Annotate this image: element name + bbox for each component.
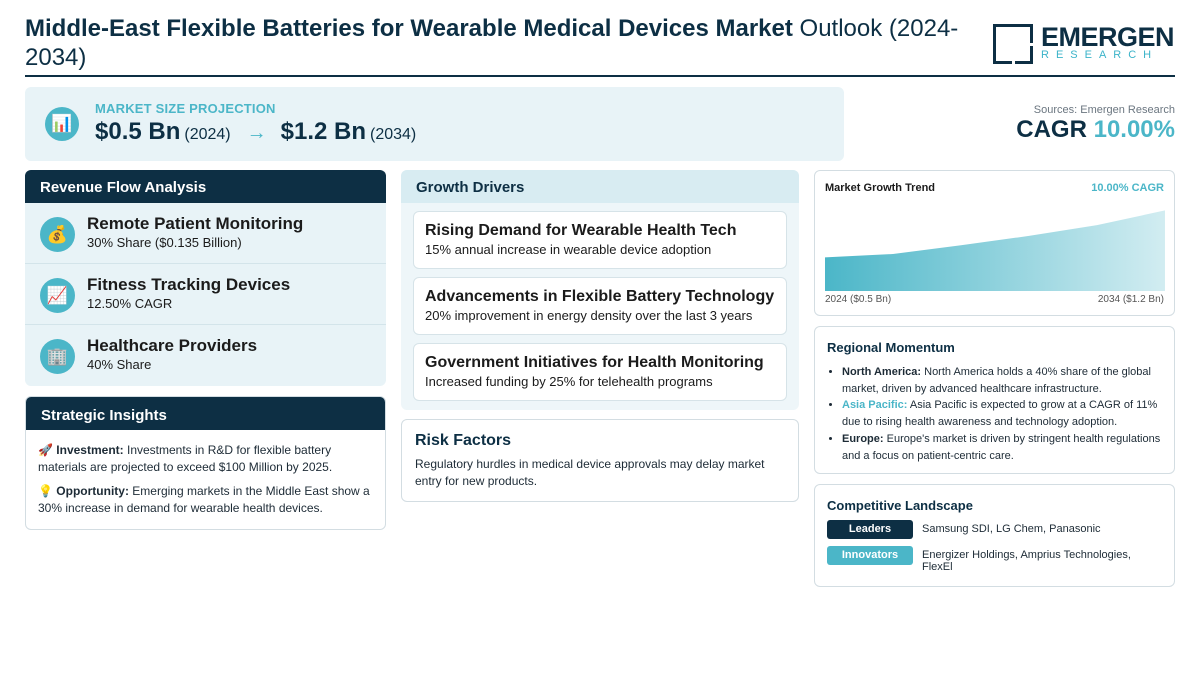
market-size-values: $0.5 Bn (2024) → $1.2 Bn (2034) bbox=[95, 118, 416, 146]
market-size-banner: 📊 MARKET SIZE PROJECTION $0.5 Bn (2024) → $… bbox=[25, 87, 844, 161]
driver-detail: 20% improvement in energy density over t… bbox=[425, 308, 753, 323]
bar-chart-icon: 📊 bbox=[45, 107, 79, 141]
growth-drivers-title: Growth Drivers bbox=[401, 170, 799, 203]
trend-chart-icon: 📈 bbox=[40, 278, 75, 313]
strategic-insights-panel: Strategic Insights 🚀 Investment: Investm… bbox=[25, 396, 386, 530]
chart-cagr-annotation: 10.00% CAGR bbox=[1091, 182, 1164, 194]
lightbulb-icon: 💡 bbox=[38, 484, 53, 498]
driver-detail: 15% annual increase in wearable device a… bbox=[425, 242, 712, 257]
innovators-badge: Innovators bbox=[827, 546, 913, 565]
investment-insight: 🚀 Investment: Investments in R&D for fle… bbox=[38, 443, 333, 474]
revenue-item-title: Remote Patient Monitoring bbox=[87, 214, 304, 233]
arrow-right-icon: → bbox=[246, 122, 267, 144]
driver-detail: Increased funding by 25% for telehealth … bbox=[425, 374, 713, 389]
revenue-item-detail: 12.50% CAGR bbox=[87, 296, 173, 311]
chart-x-start-label: 2024 ($0.5 Bn) bbox=[825, 294, 892, 305]
rocket-icon: 🚀 bbox=[38, 443, 53, 457]
regional-momentum-title: Regional Momentum bbox=[827, 340, 955, 355]
growth-drivers-panel: Growth Drivers Rising Demand for Wearabl… bbox=[401, 170, 799, 410]
revenue-item: 💰 Remote Patient Monitoring 30% Share ($… bbox=[25, 203, 386, 264]
revenue-item-detail: 40% Share bbox=[87, 357, 152, 372]
money-bag-icon: 💰 bbox=[40, 217, 75, 252]
leaders-list: Samsung SDI, LG Chem, Panasonic bbox=[922, 523, 1101, 535]
building-icon: 🏢 bbox=[40, 339, 75, 374]
opportunity-insight: 💡 Opportunity: Emerging markets in the M… bbox=[38, 484, 370, 515]
risk-factors-title: Risk Factors bbox=[415, 432, 512, 449]
leaders-badge: Leaders bbox=[827, 520, 913, 539]
revenue-item-detail: 30% Share ($0.135 Billion) bbox=[87, 235, 242, 250]
driver-title: Government Initiatives for Health Monito… bbox=[425, 354, 764, 371]
region-item-europe: Europe: Europe's market is driven by str… bbox=[842, 431, 1162, 464]
region-item-north-america: North America: North America holds a 40%… bbox=[842, 364, 1162, 397]
revenue-item: 🏢 Healthcare Providers 40% Share bbox=[25, 325, 386, 386]
logo-mark-icon bbox=[993, 24, 1033, 64]
value-end: $1.2 Bn bbox=[280, 118, 366, 145]
risk-factors-panel: Risk Factors Regulatory hurdles in medic… bbox=[401, 419, 799, 502]
value-start: $0.5 Bn bbox=[95, 118, 181, 145]
risk-factors-text: Regulatory hurdles in medical device app… bbox=[415, 457, 765, 488]
driver-title: Rising Demand for Wearable Health Tech bbox=[425, 222, 737, 239]
market-size-label: MARKET SIZE PROJECTION bbox=[95, 101, 276, 116]
revenue-flow-title: Revenue Flow Analysis bbox=[25, 170, 386, 203]
market-growth-chart-panel: Market Growth Trend 10.00% CAGR 2024 ($0… bbox=[814, 170, 1175, 316]
sources-note: Sources: Emergen Research bbox=[1033, 104, 1175, 116]
growth-area-series bbox=[825, 210, 1165, 291]
revenue-item-title: Fitness Tracking Devices bbox=[87, 275, 291, 294]
page-title: Middle-East Flexible Batteries for Weara… bbox=[25, 15, 959, 71]
chart-title: Market Growth Trend bbox=[825, 182, 936, 194]
growth-driver-card: Government Initiatives for Health Monito… bbox=[413, 343, 787, 401]
cagr-summary: CAGR 10.00% bbox=[1016, 116, 1175, 143]
year-end: (2034) bbox=[370, 126, 417, 143]
revenue-item: 📈 Fitness Tracking Devices 12.50% CAGR bbox=[25, 264, 386, 325]
competitive-landscape-title: Competitive Landscape bbox=[827, 498, 973, 513]
region-item-asia-pacific: Asia Pacific: Asia Pacific is expected t… bbox=[842, 397, 1162, 430]
strategic-insights-title: Strategic Insights bbox=[26, 397, 385, 430]
cagr-value: 10.00% bbox=[1093, 116, 1175, 143]
innovators-list: Energizer Holdings, Amprius Technologies… bbox=[922, 549, 1131, 573]
growth-driver-card: Rising Demand for Wearable Health Tech 1… bbox=[413, 211, 787, 269]
regional-momentum-panel: Regional Momentum North America: North A… bbox=[814, 326, 1175, 474]
growth-driver-card: Advancements in Flexible Battery Technol… bbox=[413, 277, 787, 335]
logo-wordmark: EMERGEN bbox=[1041, 22, 1175, 52]
revenue-flow-panel: Revenue Flow Analysis 💰 Remote Patient M… bbox=[25, 170, 386, 386]
growth-area-chart bbox=[825, 210, 1165, 291]
logo-subtitle: RESEARCH bbox=[1041, 49, 1159, 61]
competitive-landscape-panel: Competitive Landscape Leaders Samsung SD… bbox=[814, 484, 1175, 587]
chart-x-end-label: 2034 ($1.2 Bn) bbox=[1097, 294, 1164, 305]
emergen-logo: EMERGEN RESEARCH bbox=[993, 22, 1175, 64]
report-header: Middle-East Flexible Batteries for Weara… bbox=[25, 14, 1175, 77]
revenue-item-title: Healthcare Providers bbox=[87, 336, 258, 355]
driver-title: Advancements in Flexible Battery Technol… bbox=[425, 288, 775, 305]
year-start: (2024) bbox=[184, 126, 231, 143]
